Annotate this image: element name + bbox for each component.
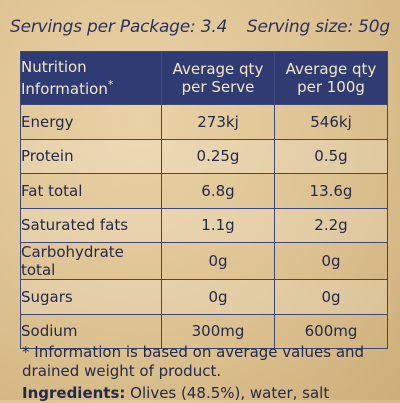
- row-label-fat-total: Fat total: [20, 173, 162, 209]
- saturated-fats-per-100g: 2.2g: [274, 207, 388, 243]
- row-fat-total: Fat total 6.8g 13.6g: [20, 173, 388, 209]
- energy-per-serve: 273kj: [161, 104, 275, 140]
- row-label-sodium: Sodium: [20, 313, 162, 349]
- header-label-line2: Information: [21, 80, 108, 98]
- serving-size: Serving size: 50g: [246, 17, 390, 37]
- row-protein: Protein 0.25g 0.5g: [20, 138, 388, 174]
- ingredients-text: Olives (48.5%), water, salt: [125, 384, 330, 402]
- ingredients-line: Ingredients: Olives (48.5%), water, salt: [22, 384, 400, 403]
- header-per-100g: Average qty per 100g: [274, 51, 388, 105]
- header-row: Nutrition Information* Average qty per S…: [20, 51, 388, 105]
- row-energy: Energy 273kj 546kj: [20, 104, 388, 140]
- header-label-line1: Nutrition: [21, 58, 87, 76]
- header-asterisk: *: [107, 78, 114, 91]
- header-per-serve-line1: Average qty: [172, 60, 264, 78]
- protein-per-serve: 0.25g: [161, 138, 275, 174]
- sodium-per-100g: 600mg: [274, 313, 388, 349]
- row-label-protein: Protein: [20, 138, 162, 174]
- header-per-100g-line1: Average qty: [285, 60, 377, 78]
- header-per-serve-line2: per Serve: [181, 78, 255, 96]
- carbohydrate-total-per-100g: 0g: [274, 242, 388, 280]
- footnote: * Information is based on average values…: [22, 343, 365, 380]
- sugars-per-serve: 0g: [161, 279, 275, 315]
- nutrition-table-body: Energy 273kj 546kj Protein 0.25g 0.5g Fa…: [20, 104, 388, 349]
- row-label-energy: Energy: [20, 104, 162, 140]
- servings-per-package: Servings per Package: 3.4: [10, 17, 228, 37]
- servings-line: Servings per Package: 3.4 Serving size: …: [10, 10, 390, 44]
- row-label-saturated-fats: Saturated fats: [20, 207, 162, 243]
- header-per-serve: Average qty per Serve: [161, 51, 275, 105]
- fat-total-per-100g: 13.6g: [274, 173, 388, 209]
- row-sugars: Sugars 0g 0g: [20, 279, 388, 315]
- header-nutrition-information: Nutrition Information*: [20, 51, 162, 105]
- nutrition-table-header: Nutrition Information* Average qty per S…: [20, 51, 388, 105]
- header-per-100g-line2: per 100g: [297, 78, 365, 96]
- row-label-sugars: Sugars: [20, 279, 162, 315]
- fat-total-per-serve: 6.8g: [161, 173, 275, 209]
- nutrition-table: Nutrition Information* Average qty per S…: [20, 51, 388, 349]
- protein-per-100g: 0.5g: [274, 138, 388, 174]
- sugars-per-100g: 0g: [274, 279, 388, 315]
- ingredients-label: Ingredients:: [22, 384, 126, 402]
- row-sodium: Sodium 300mg 600mg: [20, 313, 388, 349]
- row-saturated-fats: Saturated fats 1.1g 2.2g: [20, 207, 388, 243]
- saturated-fats-per-serve: 1.1g: [161, 207, 275, 243]
- energy-per-100g: 546kj: [274, 104, 388, 140]
- row-carbohydrate-total: Carbohydrate total 0g 0g: [20, 242, 388, 280]
- carbohydrate-total-per-serve: 0g: [161, 242, 275, 280]
- sodium-per-serve: 300mg: [161, 313, 275, 349]
- row-label-carbohydrate-total: Carbohydrate total: [20, 242, 162, 280]
